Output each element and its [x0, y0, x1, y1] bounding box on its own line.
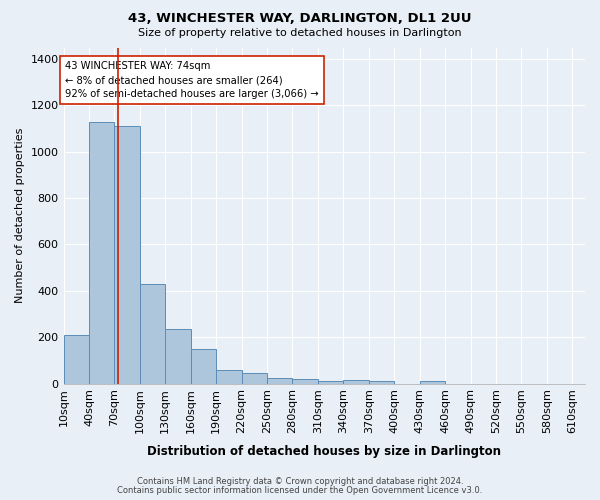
Text: Contains public sector information licensed under the Open Government Licence v3: Contains public sector information licen…	[118, 486, 482, 495]
Bar	[318, 381, 343, 384]
Bar	[165, 329, 191, 384]
Y-axis label: Number of detached properties: Number of detached properties	[15, 128, 25, 303]
Text: 43, WINCHESTER WAY, DARLINGTON, DL1 2UU: 43, WINCHESTER WAY, DARLINGTON, DL1 2UU	[128, 12, 472, 26]
X-axis label: Distribution of detached houses by size in Darlington: Distribution of detached houses by size …	[147, 444, 501, 458]
Text: Size of property relative to detached houses in Darlington: Size of property relative to detached ho…	[138, 28, 462, 38]
Bar	[216, 370, 242, 384]
Bar	[242, 373, 267, 384]
Bar	[140, 284, 165, 384]
Bar	[64, 335, 89, 384]
Bar	[343, 380, 369, 384]
Text: Contains HM Land Registry data © Crown copyright and database right 2024.: Contains HM Land Registry data © Crown c…	[137, 477, 463, 486]
Bar	[267, 378, 292, 384]
Bar	[115, 126, 140, 384]
Bar	[369, 381, 394, 384]
Bar	[419, 380, 445, 384]
Text: 43 WINCHESTER WAY: 74sqm
← 8% of detached houses are smaller (264)
92% of semi-d: 43 WINCHESTER WAY: 74sqm ← 8% of detache…	[65, 62, 319, 100]
Bar	[191, 349, 216, 384]
Bar	[89, 122, 115, 384]
Bar	[292, 380, 318, 384]
